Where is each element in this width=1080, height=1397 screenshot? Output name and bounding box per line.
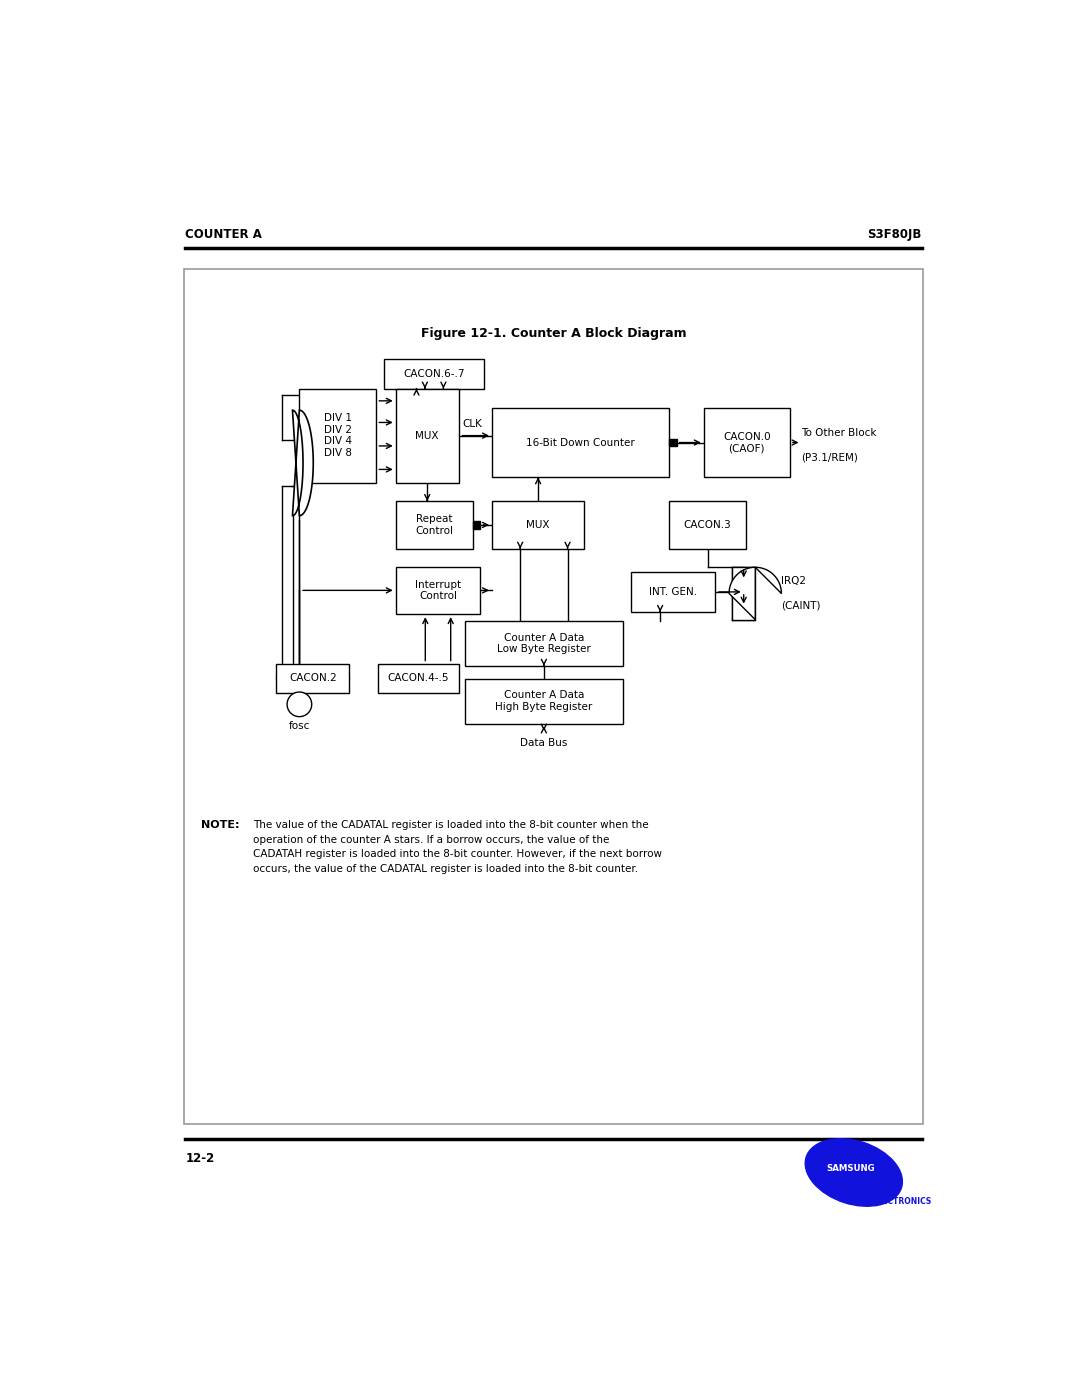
FancyBboxPatch shape (491, 502, 584, 549)
Text: 12-2: 12-2 (186, 1153, 215, 1165)
Text: IRQ2: IRQ2 (782, 576, 807, 587)
FancyBboxPatch shape (491, 408, 669, 478)
Ellipse shape (806, 1139, 903, 1206)
Text: The value of the CADATAL register is loaded into the 8-bit counter when the
oper: The value of the CADATAL register is loa… (253, 820, 662, 875)
FancyBboxPatch shape (732, 567, 755, 620)
Text: 16-Bit Down Counter: 16-Bit Down Counter (526, 437, 635, 447)
Polygon shape (293, 411, 313, 515)
Text: Data Bus: Data Bus (519, 738, 567, 747)
FancyBboxPatch shape (378, 664, 459, 693)
FancyBboxPatch shape (184, 270, 923, 1125)
Text: INT. GEN.: INT. GEN. (649, 587, 697, 597)
Text: CACON.3: CACON.3 (684, 520, 731, 529)
Text: MUX: MUX (526, 520, 550, 529)
FancyBboxPatch shape (465, 622, 623, 666)
Text: Counter A Data
High Byte Register: Counter A Data High Byte Register (496, 690, 593, 712)
Text: Interrupt
Control: Interrupt Control (415, 580, 461, 601)
Text: DIV 1
DIV 2
DIV 4
DIV 8: DIV 1 DIV 2 DIV 4 DIV 8 (324, 414, 352, 458)
FancyBboxPatch shape (395, 567, 481, 615)
Text: CACON.0
(CAOF): CACON.0 (CAOF) (723, 432, 771, 454)
Text: MUX: MUX (416, 430, 438, 440)
Text: CACON.2: CACON.2 (289, 673, 337, 683)
Text: CACON.6-.7: CACON.6-.7 (404, 369, 464, 379)
Text: Figure 12-1. Counter A Block Diagram: Figure 12-1. Counter A Block Diagram (421, 327, 686, 339)
FancyBboxPatch shape (395, 502, 473, 549)
FancyBboxPatch shape (704, 408, 789, 478)
Text: (CAINT): (CAINT) (782, 601, 821, 610)
Polygon shape (729, 567, 782, 620)
FancyBboxPatch shape (395, 388, 459, 482)
FancyBboxPatch shape (276, 664, 350, 693)
Circle shape (287, 692, 312, 717)
Text: CLK: CLK (462, 419, 483, 429)
FancyBboxPatch shape (465, 679, 623, 724)
FancyBboxPatch shape (669, 502, 746, 549)
Text: Repeat
Control: Repeat Control (415, 514, 454, 535)
Text: SAMSUNG: SAMSUNG (826, 1164, 875, 1173)
Text: Counter A Data
Low Byte Register: Counter A Data Low Byte Register (497, 633, 591, 654)
Text: CACON.4-.5: CACON.4-.5 (388, 673, 449, 683)
FancyBboxPatch shape (384, 359, 484, 388)
FancyBboxPatch shape (299, 388, 377, 482)
Text: (P3.1/REM): (P3.1/REM) (801, 453, 859, 462)
Text: NOTE:: NOTE: (201, 820, 240, 830)
Text: ELECTRONICS: ELECTRONICS (872, 1197, 931, 1206)
FancyBboxPatch shape (631, 571, 715, 612)
Text: S3F80JB: S3F80JB (867, 228, 921, 242)
Text: To Other Block: To Other Block (801, 429, 877, 439)
Bar (669, 439, 677, 447)
Bar (473, 521, 481, 529)
Text: COUNTER A: COUNTER A (186, 228, 262, 242)
Text: fosc: fosc (288, 721, 310, 731)
